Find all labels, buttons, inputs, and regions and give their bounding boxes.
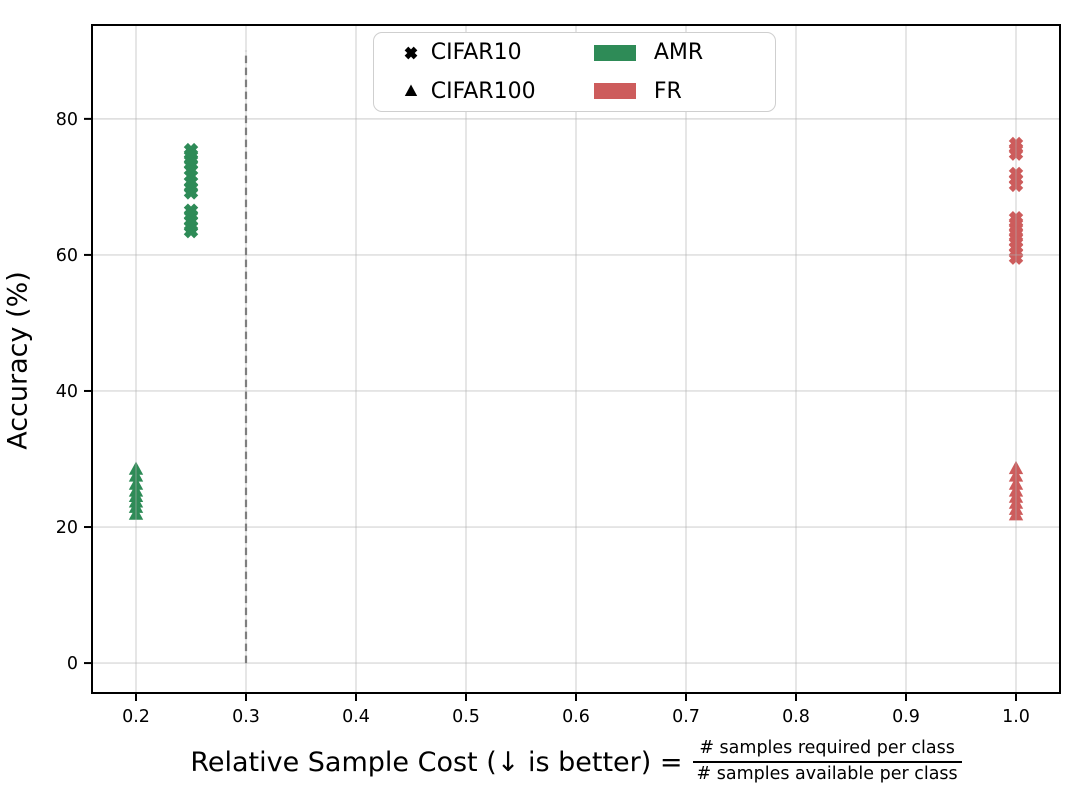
legend-label-amr: AMR (653, 40, 704, 66)
legend: CIFAR10 AMR CIFAR100 FR (373, 32, 776, 112)
y-axis-label: Accuracy (%) (2, 271, 34, 450)
triangle-marker-icon (392, 81, 431, 101)
legend-row-2: CIFAR100 FR (374, 72, 775, 110)
x-marker-icon (392, 43, 431, 63)
data-point-x-marker (183, 185, 199, 200)
legend-label-cifar100: CIFAR100 (430, 78, 536, 104)
y-tick-label: 40 (56, 382, 78, 402)
x-tick-label: 0.8 (782, 707, 810, 727)
data-point-triangle-marker (128, 499, 144, 513)
x-tick-label: 0.9 (892, 707, 920, 727)
y-tick-label: 20 (56, 518, 78, 538)
data-point-x-marker (1008, 250, 1024, 265)
x-tick-label: 0.2 (122, 707, 150, 727)
data-point-triangle-marker (128, 506, 144, 520)
fraction-numerator: # samples required per class (699, 738, 955, 759)
y-tick-label: 80 (56, 110, 78, 130)
x-axis-label-text: Relative Sample Cost (↓ is better) = (190, 746, 683, 778)
data-point-triangle-marker (128, 468, 144, 482)
x-tick-label: 0.6 (562, 707, 590, 727)
amr-color-patch (593, 44, 636, 61)
x-axis-label-fraction: # samples required per class # samples a… (692, 738, 962, 786)
data-point-x-marker (1008, 146, 1024, 161)
data-point-x-marker (183, 223, 199, 239)
data-point-triangle-marker (1008, 468, 1024, 482)
fraction-denominator: # samples available per class (692, 761, 962, 786)
x-axis-label: Relative Sample Cost (↓ is better) = # s… (92, 722, 1060, 802)
legend-row-1: CIFAR10 AMR (374, 34, 775, 72)
x-tick-label: 0.7 (672, 707, 700, 727)
legend-label-cifar10: CIFAR10 (430, 40, 522, 66)
data-point-triangle-marker (128, 476, 144, 490)
data-point-triangle-marker (1008, 476, 1024, 490)
fr-color-patch (593, 83, 636, 100)
x-tick-label: 0.4 (342, 707, 370, 727)
y-tick-label: 0 (67, 654, 78, 674)
data-point-triangle-marker (1008, 507, 1024, 521)
data-point-triangle-marker (128, 461, 144, 475)
data-point-triangle-marker (1008, 460, 1024, 475)
data-point-x-marker (1008, 177, 1024, 193)
x-tick-label: 1.0 (1002, 707, 1030, 727)
x-tick-label: 0.5 (452, 707, 480, 727)
x-tick-label: 0.3 (232, 707, 260, 727)
y-tick-label: 60 (56, 246, 78, 266)
legend-label-fr: FR (653, 78, 682, 104)
